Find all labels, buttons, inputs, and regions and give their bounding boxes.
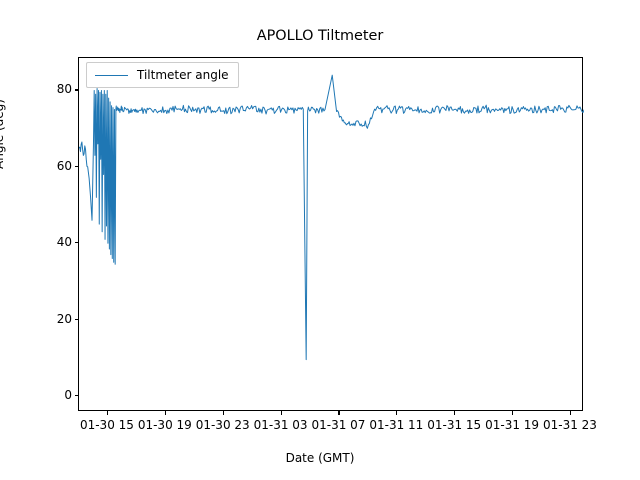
y-axis-label-text: Angle (deg) [0,99,6,169]
y-tick-label: 80 [56,82,72,97]
y-tick-label: 60 [56,158,72,173]
y-tick-label: 20 [56,311,72,326]
data-line-svg [79,74,584,361]
y-tick-label: 0 [64,387,72,402]
x-tick-label: 01-30 15 [79,418,134,432]
y-axis-label: Angle (deg) [0,34,6,234]
x-tick-label: 01-31 19 [485,418,540,432]
x-tick-label: 01-30 19 [137,418,192,432]
x-tick-label: 01-31 11 [369,418,424,432]
legend-item-label: Tiltmeter angle [137,68,229,82]
tiltmeter-angle-line [79,74,584,361]
x-axis-label: Date (GMT) [285,451,355,465]
plot-area [78,57,584,411]
x-tick-label: 01-31 03 [253,418,308,432]
x-tick-label: 01-30 23 [195,418,250,432]
x-tick-label: 01-31 07 [311,418,366,432]
page-title: APOLLO Tiltmeter [256,28,384,44]
legend-line-swatch [95,74,128,76]
x-tick-label: 01-31 23 [542,418,597,432]
x-tick-label: 01-31 15 [427,418,482,432]
y-tick-label: 40 [56,235,72,250]
legend: Tiltmeter angle [86,62,239,88]
